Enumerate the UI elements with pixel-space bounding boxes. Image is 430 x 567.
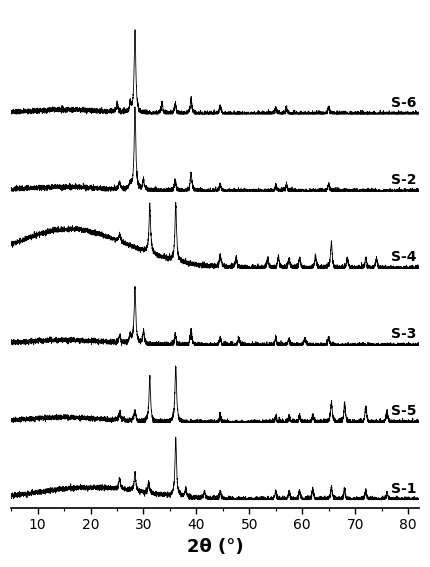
Text: S-4: S-4 — [390, 250, 416, 264]
Text: S-3: S-3 — [391, 327, 416, 341]
Text: S-6: S-6 — [391, 96, 416, 110]
Text: S-2: S-2 — [390, 173, 416, 187]
X-axis label: 2θ (°): 2θ (°) — [187, 538, 243, 556]
Text: S-5: S-5 — [390, 404, 416, 418]
Text: S-1: S-1 — [390, 481, 416, 496]
